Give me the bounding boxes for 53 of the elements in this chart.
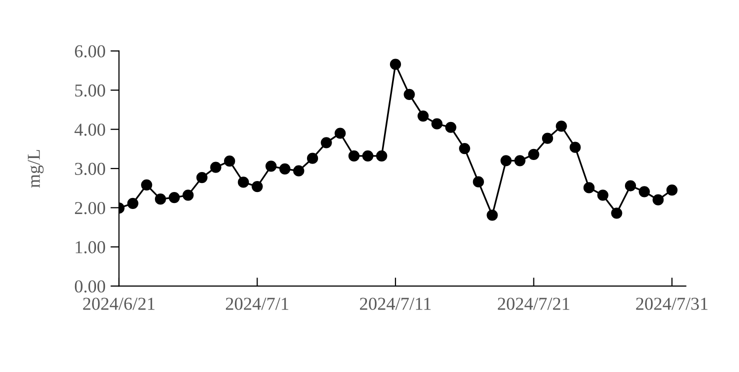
x-tick-label: 2024/6/21 — [83, 298, 155, 310]
x-tick-label: 2024/7/31 — [636, 298, 708, 310]
y-tick-label: 2.00 — [74, 202, 106, 214]
point — [376, 150, 388, 162]
x-tick-label: 2024/7/21 — [498, 298, 570, 310]
point — [583, 182, 595, 194]
point — [445, 122, 456, 133]
y-tick-label: 0.00 — [74, 280, 106, 293]
point — [652, 194, 664, 206]
point — [306, 152, 318, 164]
point — [514, 155, 526, 166]
point — [293, 165, 304, 176]
x-tick-label: 2024/7/11 — [360, 298, 431, 310]
point — [210, 162, 222, 173]
point — [624, 180, 636, 192]
y-tick-label: 1.00 — [76, 241, 106, 254]
point — [500, 155, 512, 166]
y-tick-label: 4.00 — [74, 124, 106, 136]
y-tick-label: 3.00 — [75, 162, 106, 176]
y-axis-title: mg/L — [28, 150, 44, 188]
point — [334, 128, 346, 139]
point — [265, 160, 277, 172]
y-tick-label: 6.00 — [74, 45, 106, 58]
point — [666, 184, 678, 196]
point — [528, 148, 540, 160]
x-tick-label: 2024/7/1 — [226, 298, 288, 310]
point — [154, 194, 166, 205]
point — [320, 137, 332, 148]
point — [486, 210, 498, 221]
point — [224, 156, 236, 167]
point — [348, 150, 360, 162]
point — [472, 176, 484, 188]
point — [431, 118, 443, 130]
point — [597, 190, 608, 201]
point — [570, 142, 581, 153]
point — [182, 190, 194, 201]
point — [168, 192, 180, 204]
point — [127, 198, 138, 209]
point — [418, 110, 429, 122]
point — [556, 120, 567, 132]
point — [238, 176, 249, 188]
point — [611, 208, 622, 219]
point — [141, 179, 152, 191]
point — [362, 150, 374, 162]
point — [459, 142, 470, 154]
point — [279, 163, 290, 174]
point — [390, 58, 402, 70]
point — [542, 132, 554, 144]
point — [404, 88, 415, 100]
point — [252, 180, 263, 192]
point — [638, 186, 650, 198]
point — [196, 172, 208, 184]
y-tick-label: 5.00 — [75, 84, 106, 97]
